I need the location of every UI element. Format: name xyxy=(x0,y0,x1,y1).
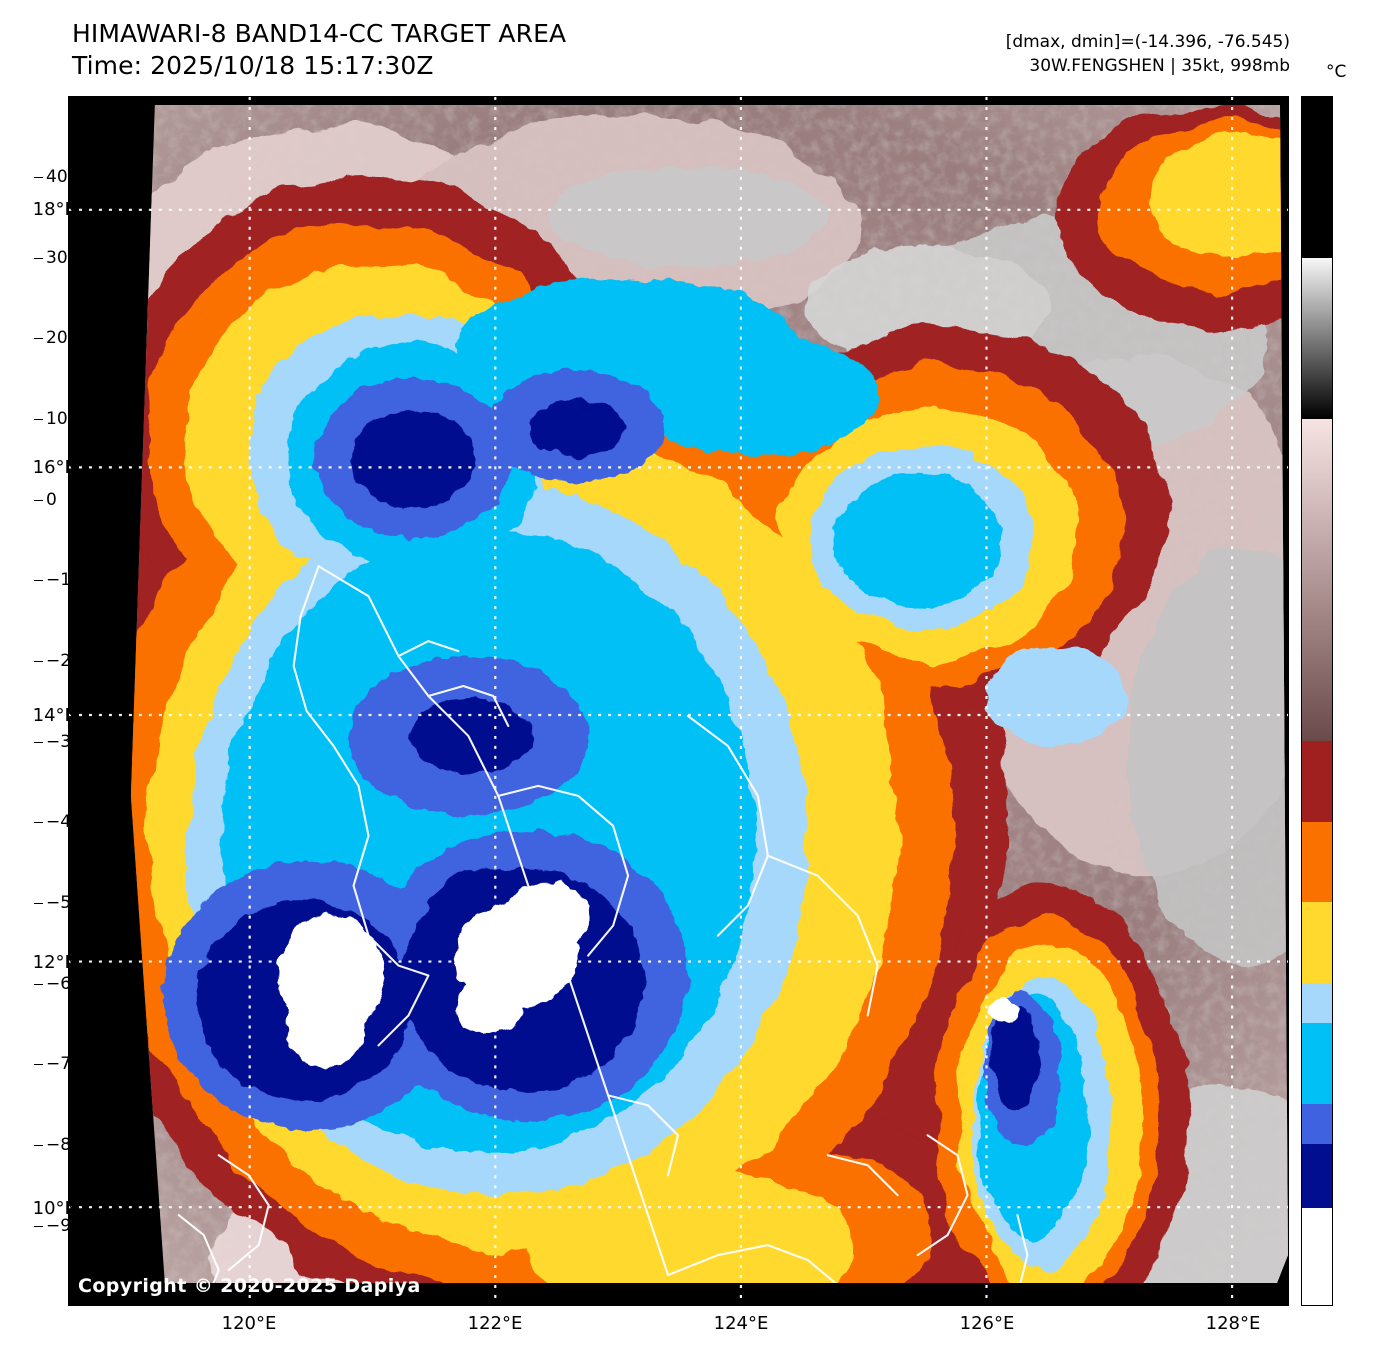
cbar-label-m90: −90 xyxy=(46,1216,82,1236)
colorbar-gradient xyxy=(1302,97,1332,1305)
cbar-tick-40 xyxy=(34,177,43,178)
page-title: HIMAWARI-8 BAND14-CC TARGET AREA Time: 2… xyxy=(72,18,566,82)
dmax-dmin-readout: [dmax, dmin]=(-14.396, -76.545) xyxy=(1005,32,1290,52)
copyright-notice: Copyright © 2020-2025 Dapiya xyxy=(78,1275,421,1297)
colorbar-band-5 xyxy=(1302,902,1332,983)
colorbar-band-8 xyxy=(1302,1103,1332,1144)
lat-tick-12n: 12°N xyxy=(32,952,78,973)
satellite-image-plot[interactable] xyxy=(68,96,1289,1306)
cbar-label-0: 0 xyxy=(46,490,57,510)
lon-tick-126e: 126°E xyxy=(959,1313,1015,1334)
lat-tick-16n: 16°N xyxy=(32,457,78,478)
cbar-label-m50: −50 xyxy=(46,893,82,913)
cbar-label-10: 10 xyxy=(46,409,68,429)
cbar-label-m70: −70 xyxy=(46,1054,82,1074)
satellite-imagery-canvas xyxy=(69,97,1288,1305)
storm-info-readout: 30W.FENGSHEN | 35kt, 998mb xyxy=(1029,56,1290,76)
cbar-tick-m80 xyxy=(34,1145,43,1146)
title-line: HIMAWARI-8 BAND14-CC TARGET AREA xyxy=(72,19,567,48)
cbar-tick-m30 xyxy=(34,742,43,743)
cbar-tick-10 xyxy=(34,419,43,420)
colorbar-unit-label: °C xyxy=(1326,62,1347,82)
cbar-tick-20 xyxy=(34,338,43,339)
cbar-tick-m10 xyxy=(34,580,43,581)
cbar-tick-m40 xyxy=(34,822,43,823)
temperature-colorbar[interactable] xyxy=(1301,96,1333,1306)
cbar-label-m10: −10 xyxy=(46,570,82,590)
cbar-label-30: 30 xyxy=(46,248,68,268)
lon-tick-122e: 122°E xyxy=(467,1313,523,1334)
timestamp-line: Time: 2025/10/18 15:17:30Z xyxy=(72,51,434,80)
colorbar-band-2 xyxy=(1302,419,1332,742)
colorbar-band-6 xyxy=(1302,982,1332,1024)
cbar-tick-m60 xyxy=(34,984,43,985)
lat-tick-18n: 18°N xyxy=(32,199,78,220)
lon-tick-120e: 120°E xyxy=(221,1313,277,1334)
cbar-label-m20: −20 xyxy=(46,651,82,671)
cbar-tick-m70 xyxy=(34,1064,43,1065)
cbar-tick-30 xyxy=(34,258,43,259)
colorbar-band-4 xyxy=(1302,821,1332,903)
cbar-label-m60: −60 xyxy=(46,974,82,994)
colorbar-band-10 xyxy=(1302,1208,1332,1305)
metadata-block: [dmax, dmin]=(-14.396, -76.545) 30W.FENG… xyxy=(1006,30,1290,78)
cbar-label-m40: −40 xyxy=(46,812,82,832)
lon-tick-124e: 124°E xyxy=(713,1313,769,1334)
cbar-tick-0 xyxy=(34,500,43,501)
cbar-label-20: 20 xyxy=(46,328,68,348)
lat-tick-14n: 14°N xyxy=(32,705,78,726)
cbar-label-m80: −80 xyxy=(46,1135,82,1155)
colorbar-band-9 xyxy=(1302,1143,1332,1209)
lat-tick-10n: 10°N xyxy=(32,1198,78,1219)
colorbar-band-0 xyxy=(1302,97,1332,259)
colorbar-band-1 xyxy=(1302,258,1332,420)
colorbar-band-3 xyxy=(1302,741,1332,822)
cbar-tick-m20 xyxy=(34,661,43,662)
colorbar-band-7 xyxy=(1302,1023,1332,1104)
cbar-tick-m90 xyxy=(34,1226,43,1227)
lon-tick-128e: 128°E xyxy=(1205,1313,1261,1334)
cbar-label-40: 40 xyxy=(46,167,68,187)
cbar-label-m30: −30 xyxy=(46,732,82,752)
cbar-tick-m50 xyxy=(34,903,43,904)
